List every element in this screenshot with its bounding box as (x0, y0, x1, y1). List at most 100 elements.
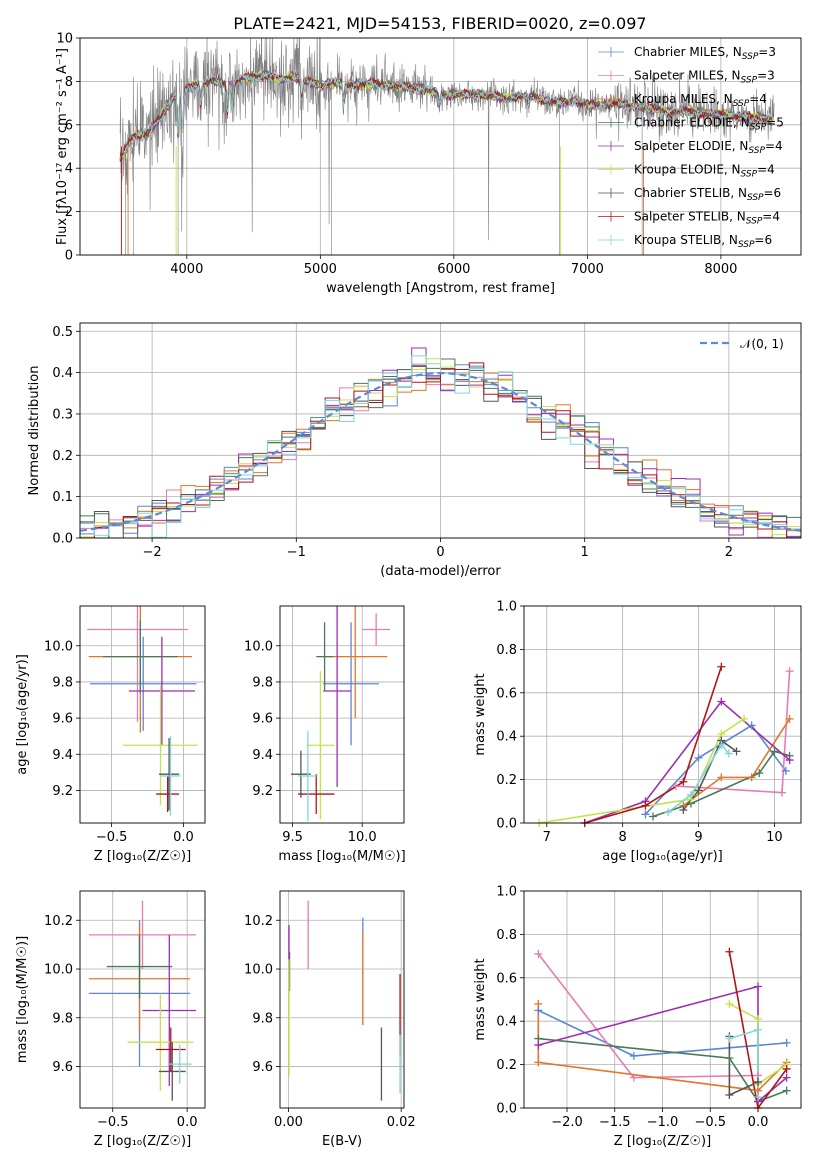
weight-marker (694, 753, 703, 762)
panel-age-vs-mass: 9.5 10.0 9.2 9.4 9.6 9.8 10.0 mass [log₁₀(M/M☉)… (244, 605, 406, 864)
histogram-kroupa-stelib (80, 355, 801, 538)
weight-line-kroupa-miles (537, 1003, 788, 1092)
x-tick-label: 7000 (571, 262, 604, 277)
legend-entry: Kroupa ELODIE, NSSP=4 (634, 163, 775, 180)
x-tick-label: 0.0 (173, 830, 194, 845)
y-tick-label: 2 (65, 205, 73, 220)
x-tick-label: 5000 (304, 262, 337, 277)
weight-marker (778, 788, 787, 797)
y-tick-label: 0 (65, 249, 73, 264)
weight-marker (725, 999, 734, 1008)
weight-marker (770, 747, 779, 756)
legend: 𝒩(0, 1) (700, 337, 784, 351)
y-tick-label: 0.5 (52, 325, 73, 340)
legend-entry: Kroupa MILES, NSSP=4 (634, 92, 767, 109)
y-tick-label: 0.4 (496, 730, 517, 745)
weight-marker (686, 790, 695, 799)
legend-entry: Salpeter STELIB, NSSP=4 (634, 210, 780, 227)
x-axis-label: E(B-V) (322, 1134, 362, 1149)
weight-marker (754, 1093, 763, 1102)
y-tick-label: 0.0 (496, 1102, 517, 1117)
weight-line-kroupa-elodie (539, 718, 745, 823)
x-tick-label: 0.02 (387, 1115, 416, 1130)
x-tick-label: 8000 (704, 262, 737, 277)
y-tick-label: 9.8 (252, 1011, 273, 1026)
y-tick-label: 10.0 (44, 639, 73, 654)
panel-residuals: −2 −1 0 1 2 0.0 0.1 0.2 0.3 0.4 0.5 (data-model)/er… (27, 322, 802, 579)
x-tick-label: 9.5 (282, 830, 303, 845)
x-tick-label: 10 (766, 830, 783, 845)
axes-frame (79, 322, 802, 539)
panel-age-vs-Z: −0.5 0.0 9.2 9.4 9.6 9.8 10.0 Z [log₁₀(Z/Z☉)] ag… (15, 605, 206, 864)
panel-spectrum: 4000 5000 6000 7000 8000 0 2 4 6 8 10 wavelength [A… (55, 32, 802, 296)
weight-marker (785, 756, 794, 765)
x-tick-label: 1 (581, 545, 589, 560)
x-tick-label: −0.5 (694, 1115, 726, 1130)
weight-marker (649, 812, 658, 821)
x-tick-label: −1 (287, 545, 306, 560)
axes-frame (523, 605, 802, 824)
y-axis-label: age [log₁₀(age/yr)] (15, 654, 30, 775)
y-axis-label: Flux [fλ10⁻¹⁷ erg cm⁻² s⁻¹ A⁻¹] (55, 48, 70, 245)
y-tick-label: 10.0 (44, 963, 73, 978)
weight-line-salpeter-stelib (584, 666, 723, 823)
y-tick-label: 0.8 (496, 643, 517, 658)
y-tick-label: 10.0 (244, 963, 273, 978)
y-tick-label: 9.6 (52, 712, 73, 727)
y-axis-label: Normed distribution (27, 366, 42, 496)
weight-marker (664, 808, 673, 817)
weight-marker (747, 773, 756, 782)
weight-marker (679, 805, 688, 814)
weight-marker (782, 1038, 791, 1047)
chart-title: PLATE=2421, MJD=54153, FIBERID=0020, z=0… (233, 14, 646, 33)
weight-marker (534, 1058, 543, 1067)
weight-marker (785, 714, 794, 723)
axes-frame (279, 605, 405, 824)
x-tick-label: 0.0 (177, 1115, 198, 1130)
weight-marker (717, 773, 726, 782)
weight-marker (725, 1034, 734, 1043)
weight-marker (679, 777, 688, 786)
y-tick-label: 0.0 (496, 817, 517, 832)
x-tick-label: −0.5 (97, 1115, 129, 1130)
y-axis-label: mass weight (473, 958, 488, 1040)
x-tick-label: −2.0 (551, 1115, 583, 1130)
x-axis-label: age [log₁₀(age/yr)] (602, 849, 723, 864)
x-tick-label: 0.0 (748, 1115, 769, 1130)
weight-line-salpeter-miles (675, 671, 791, 794)
y-tick-label: 6 (65, 118, 73, 133)
y-tick-label: 10 (56, 32, 73, 47)
legend-entry: Chabrier STELIB, NSSP=6 (634, 186, 781, 203)
weight-marker (754, 1015, 763, 1024)
weight-line-kroupa-miles (682, 718, 791, 807)
y-tick-label: 9.2 (52, 784, 73, 799)
legend-entry: Chabrier ELODIE, NSSP=5 (634, 116, 784, 133)
histogram-salpeter-stelib (80, 362, 801, 538)
y-tick-label: 0.4 (52, 366, 73, 381)
y-tick-label: 9.6 (252, 712, 273, 727)
y-tick-label: 9.6 (252, 1060, 273, 1075)
plot-area (539, 666, 791, 823)
y-tick-label: 0.6 (496, 971, 517, 986)
x-tick-label: 7 (543, 830, 551, 845)
plot-area (80, 347, 801, 538)
y-tick-label: 10.2 (44, 914, 73, 929)
weight-marker (629, 1051, 638, 1060)
y-tick-label: 0.8 (496, 928, 517, 943)
weight-marker (725, 1054, 734, 1063)
plot-area (291, 606, 391, 822)
legend-entry: 𝒩(0, 1) (740, 337, 784, 351)
weight-marker (782, 1086, 791, 1095)
y-tick-label: 8 (65, 75, 73, 90)
y-tick-label: 9.2 (252, 784, 273, 799)
weight-marker (725, 947, 734, 956)
weight-marker (534, 949, 543, 958)
x-tick-label: −2 (143, 545, 162, 560)
panel-weight-vs-Z: −2.0 −1.5 −1.0 −0.5 0.0 0.0 0.2 0.4 0.6 0.8 1.0 Z [… (473, 885, 802, 1149)
weight-marker (717, 740, 726, 749)
panel-mass-vs-Z: −0.5 0.0 9.6 9.8 10.0 10.2 Z [log₁₀(Z/Z☉)] mass… (15, 890, 206, 1149)
x-tick-label: 2 (725, 545, 733, 560)
axes-frame (79, 605, 206, 824)
y-tick-label: 9.8 (252, 675, 273, 690)
